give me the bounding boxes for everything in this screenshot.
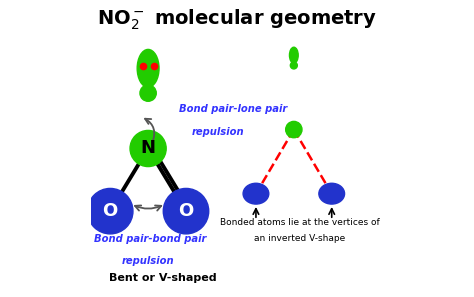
Text: O: O: [102, 202, 118, 220]
Circle shape: [163, 188, 209, 234]
Circle shape: [140, 85, 156, 101]
Text: repulsion: repulsion: [122, 256, 174, 266]
Circle shape: [291, 62, 297, 69]
Ellipse shape: [137, 49, 159, 87]
Text: Bent or V-shaped: Bent or V-shaped: [109, 273, 217, 283]
Circle shape: [88, 188, 133, 234]
Circle shape: [286, 121, 302, 138]
Ellipse shape: [290, 47, 298, 63]
Text: Bonded atoms lie at the vertices of: Bonded atoms lie at the vertices of: [220, 218, 380, 227]
Text: repulsion: repulsion: [192, 127, 245, 138]
Ellipse shape: [243, 183, 269, 204]
Text: O: O: [178, 202, 193, 220]
Text: Bond pair-lone pair: Bond pair-lone pair: [179, 104, 287, 114]
Text: an inverted V-shape: an inverted V-shape: [254, 234, 345, 243]
Text: NO$_2^-$ molecular geometry: NO$_2^-$ molecular geometry: [97, 7, 377, 32]
Circle shape: [130, 130, 166, 167]
Text: Bond pair-bond pair: Bond pair-bond pair: [94, 234, 207, 244]
Ellipse shape: [319, 183, 345, 204]
Text: N: N: [141, 140, 155, 157]
